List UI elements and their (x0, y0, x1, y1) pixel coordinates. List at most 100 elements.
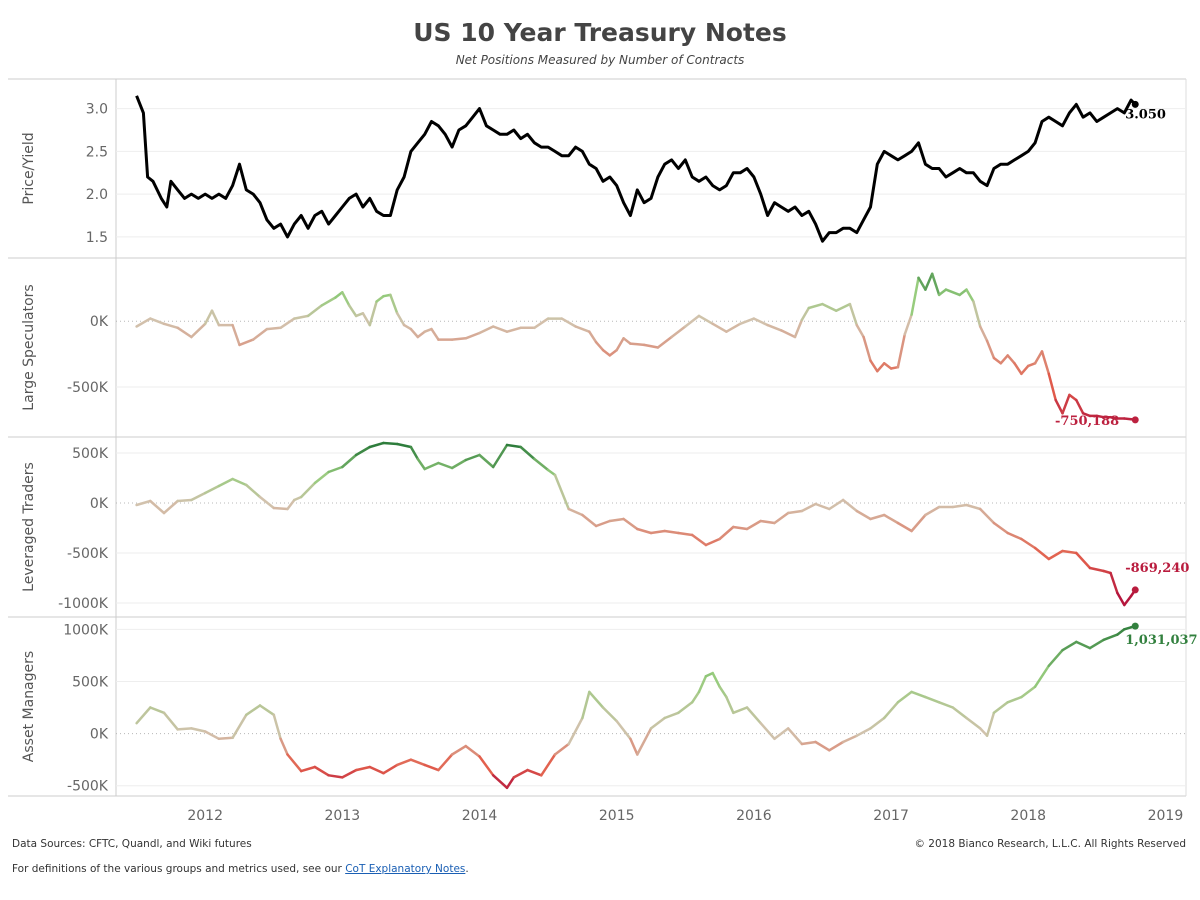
asset_managers-series-segment (190, 727, 207, 733)
asset_managers-series-segment (759, 721, 776, 741)
leveraged_traders-series-segment (786, 509, 804, 515)
asset_managers-series-segment (718, 685, 728, 699)
asset_managers-series-segment (924, 695, 941, 704)
large_speculators-series-segment (930, 272, 941, 297)
leveraged_traders-series-segment (553, 473, 570, 511)
leveraged_traders-series-segment (622, 517, 639, 531)
leveraged_traders-series-segment (491, 443, 509, 469)
large_speculators-series-segment (231, 323, 241, 347)
data-sources-note: Data Sources: CFTC, Quandl, and Wiki fut… (12, 838, 252, 850)
leveraged_traders-series-segment (203, 484, 221, 495)
leveraged_traders-series-segment (1033, 546, 1051, 561)
large_speculators-series-segment (629, 342, 646, 347)
asset_managers-series-segment (697, 675, 708, 694)
leveraged_traders-series-segment (293, 495, 303, 502)
large_speculators-series-segment (958, 288, 968, 297)
large_speculators-series-segment (848, 302, 859, 327)
large_speculators-series-segment (265, 326, 282, 331)
asset_managers-series-segment (491, 774, 509, 790)
large_speculators-series-segment (697, 314, 714, 326)
leveraged_traders-series-segment (978, 507, 996, 525)
leveraged_traders-series-segment (1020, 537, 1037, 550)
leveraged_traders-series-segment (546, 468, 557, 477)
asset_managers-series-segment (581, 690, 591, 720)
asset_managers-series-segment (978, 727, 989, 737)
copyright-note: © 2018 Bianco Research, L.L.C. All Right… (914, 838, 1186, 850)
leveraged_traders-series-segment (409, 445, 420, 461)
large_speculators-series-segment (869, 359, 879, 373)
asset_managers-series-segment (704, 671, 714, 678)
asset_managers-series-segment (1020, 685, 1037, 699)
y-tick-label: -500K (67, 779, 109, 795)
leveraged_traders-series-segment (910, 513, 927, 533)
asset_managers-series-segment (231, 713, 248, 740)
x-tick-label: 2013 (325, 808, 361, 824)
large_speculators-series-segment (965, 288, 975, 303)
large_speculators-series-segment (896, 333, 907, 369)
large_speculators-series-segment (464, 331, 481, 340)
large_speculators-series-segment (924, 272, 934, 291)
leveraged_traders-series-segment (395, 442, 413, 449)
leveraged_traders-series-segment (677, 531, 694, 537)
x-tick-label: 2016 (736, 808, 772, 824)
y-tick-label: 0K (90, 727, 109, 743)
leveraged_traders-series-segment (1006, 531, 1023, 541)
large_speculators-series-segment (684, 314, 701, 328)
asset_managers-series-segment (1006, 695, 1023, 704)
leveraged_traders-series-segment (258, 495, 276, 510)
asset_managers-series-segment (800, 740, 817, 746)
leveraged_traders-series-segment (368, 441, 385, 449)
asset_managers-series-segment (615, 719, 632, 741)
leveraged_traders-series-segment (464, 453, 481, 462)
large_speculators-series-segment (917, 276, 927, 291)
large_speculators-series-segment (1013, 362, 1023, 376)
leveraged_traders-series-segment (272, 506, 289, 511)
large_speculators-series-segment (1075, 398, 1085, 415)
y-axis-label: Asset Managers (21, 651, 37, 762)
large_speculators-series-segment (800, 306, 811, 322)
asset_managers-series-segment (245, 704, 262, 717)
leveraged_traders-series-segment (855, 509, 872, 521)
asset_managers-series-segment (341, 768, 358, 779)
leveraged_traders-series-segment (1075, 551, 1092, 570)
large_speculators-series-segment (1054, 398, 1064, 415)
leveraged_traders-series-segment (231, 477, 248, 487)
cot-explanatory-notes-link[interactable]: CoT Explanatory Notes (345, 863, 466, 875)
large_speculators-series-segment (601, 348, 612, 357)
asset_managers-series-segment (313, 765, 330, 777)
large_speculators-series-segment (409, 327, 420, 339)
large_speculators-series-segment (615, 337, 625, 352)
large_speculators-series-segment (1068, 393, 1078, 402)
large_speculators-series-segment (588, 330, 598, 344)
large_speculators-series-segment (334, 291, 344, 299)
leveraged_traders-series-segment (149, 499, 166, 515)
asset_managers-series-segment (176, 727, 193, 731)
x-tick-label: 2014 (462, 808, 498, 824)
leveraged_traders-series-segment (882, 513, 900, 525)
large_speculators-series-segment (642, 343, 660, 349)
leveraged_traders-series-segment (745, 519, 762, 531)
asset_managers-series-segment (937, 701, 955, 709)
leveraged_traders-series-segment (965, 503, 982, 511)
leveraged_traders-series-segment (505, 443, 522, 449)
chart-subtitle: Net Positions Measured by Number of Cont… (455, 53, 745, 67)
leveraged_traders-series-segment (313, 470, 330, 485)
leveraged_traders-series-segment (800, 502, 817, 513)
y-tick-label: 3.0 (86, 102, 108, 118)
large_speculators-series-segment (347, 304, 358, 318)
leveraged_traders-series-segment (759, 519, 776, 525)
large_speculators-end-label: -750,188 (1055, 414, 1119, 429)
asset_managers-series-segment (855, 727, 872, 737)
asset_managers-series-segment (327, 774, 344, 779)
asset_managers-series-segment (841, 734, 859, 744)
large_speculators-series-segment (176, 326, 193, 339)
leveraged_traders-series-segment (416, 457, 426, 471)
large_speculators-series-segment (992, 356, 1003, 365)
large_speculators-series-segment (725, 322, 742, 333)
large_speculators-series-segment (389, 293, 399, 315)
leveraged_traders-series-segment (814, 502, 831, 511)
leveraged_traders-series-segment (869, 513, 886, 521)
large_speculators-series-segment (162, 322, 179, 330)
y-axis-label: Price/Yield (21, 132, 37, 204)
large_speculators-series-segment (1020, 364, 1030, 376)
